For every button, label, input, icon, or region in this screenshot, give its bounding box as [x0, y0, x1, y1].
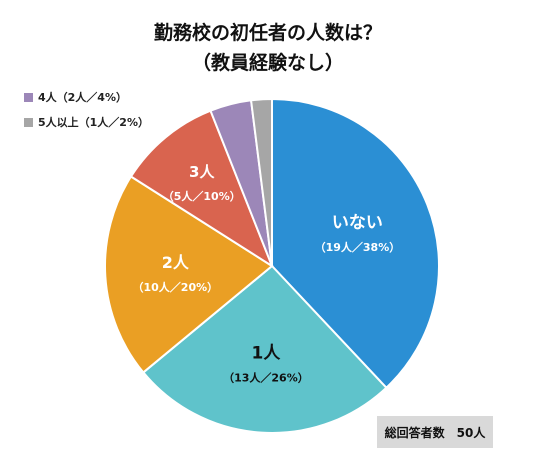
slice-count-label: （5人／10%）	[163, 189, 241, 203]
pie-slice	[104, 175, 274, 374]
pie-slice	[271, 97, 440, 390]
slice-category-label: 3人	[189, 163, 215, 181]
slice-category-label: いない	[332, 213, 383, 233]
legend-swatch	[24, 117, 33, 127]
legend-swatch	[24, 92, 33, 102]
pie-slice	[129, 109, 275, 269]
pie-slice	[141, 264, 388, 434]
pie-slice	[249, 97, 273, 267]
chart-title: 勤務校の初任者の人数は？	[153, 22, 382, 44]
legend-item-5-plus: 5人以上（1人／2%）	[24, 114, 149, 130]
chart-subtitle: （教員経験なし）	[191, 52, 344, 74]
slice-count-label: （13人／26%）	[223, 371, 309, 385]
total-respondents-note: 総回答者数 50人	[377, 416, 493, 448]
slice-category-label: 2人	[162, 253, 190, 272]
legend-label: 4人（2人／4%）	[38, 91, 127, 104]
slice-category-label: 1人	[251, 344, 281, 364]
legend-label: 5人以上（1人／2%）	[38, 116, 149, 129]
slice-count-label: （10人／20%）	[133, 280, 219, 294]
slice-count-label: （19人／38%）	[315, 240, 401, 254]
legend-item-4: 4人（2人／4%）	[24, 89, 127, 105]
